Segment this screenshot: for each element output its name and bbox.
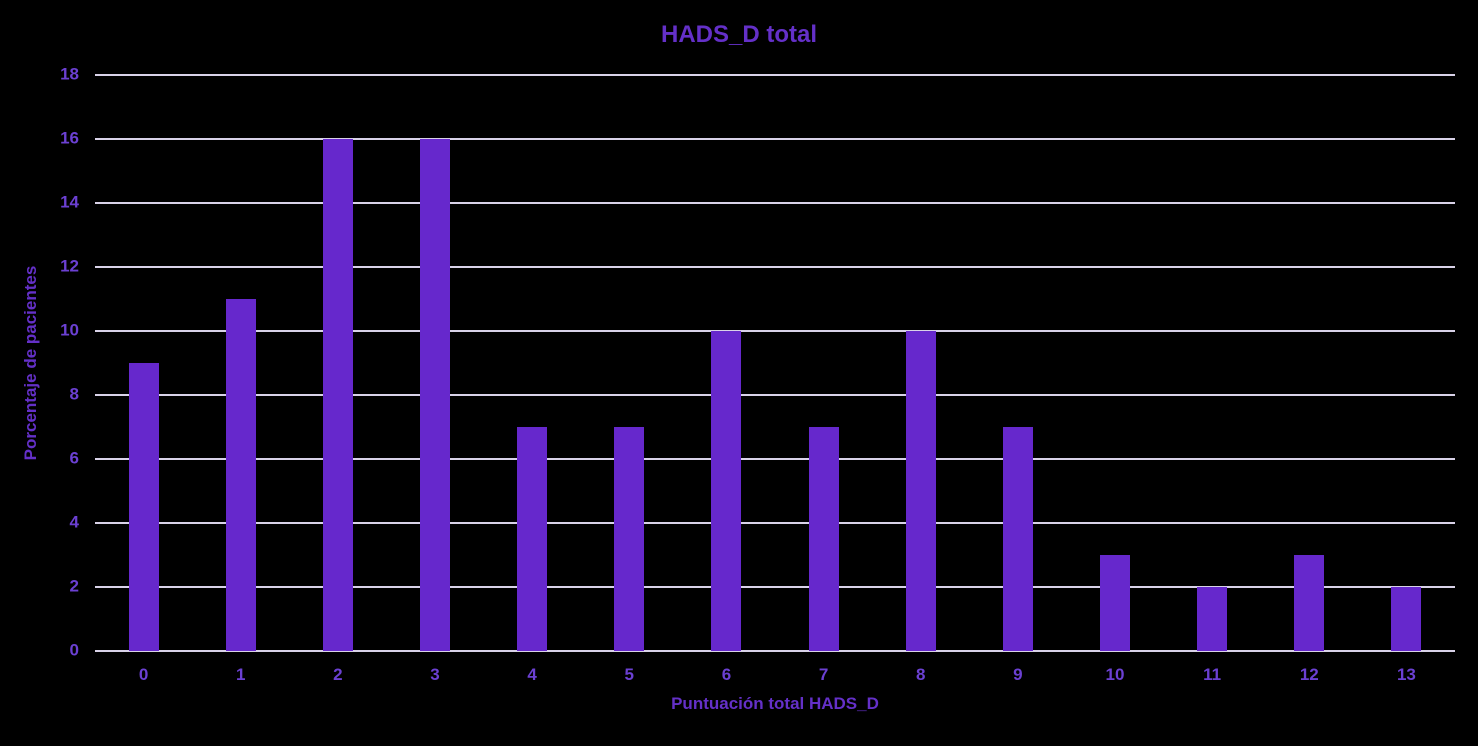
bar-7 xyxy=(808,427,839,651)
x-axis-title: Puntuación total HADS_D xyxy=(671,694,879,713)
bar-8 xyxy=(905,331,936,651)
gridline-y-18 xyxy=(95,74,1455,76)
bar-0 xyxy=(128,363,159,651)
bar-6 xyxy=(711,331,742,651)
x-tick-label-7: 7 xyxy=(818,665,829,684)
x-axis-ticks: 0 1 2 3 4 5 6 7 8 9 10 11 12 13 xyxy=(95,665,1455,689)
gridline-y-14 xyxy=(95,201,1455,204)
y-tick-label-18: 18 xyxy=(60,64,79,84)
bar-1 xyxy=(225,299,256,651)
y-tick-label-12: 12 xyxy=(60,256,79,276)
bar-3 xyxy=(420,139,450,651)
x-tick-label-2: 2 xyxy=(333,665,343,684)
x-tick-label-4: 4 xyxy=(527,665,537,684)
x-tick-label-5: 5 xyxy=(624,665,635,684)
gridline-y-2 xyxy=(95,585,1455,588)
x-tick-label-0: 0 xyxy=(138,665,149,684)
y-axis-ticks: 0 2 4 6 8 10 12 14 16 18 xyxy=(0,65,85,660)
gridline-y-6 xyxy=(95,457,1455,460)
y-tick-label-4: 4 xyxy=(69,512,79,532)
x-tick-label-9: 9 xyxy=(1013,665,1023,684)
x-tick-label-8: 8 xyxy=(915,665,926,684)
y-tick-label-10: 10 xyxy=(60,320,79,340)
bar-13 xyxy=(1391,587,1422,651)
y-tick-label-6: 6 xyxy=(69,448,79,468)
x-tick-label-3: 3 xyxy=(430,665,440,684)
y-tick-label-0: 0 xyxy=(69,640,79,660)
x-tick-label-6: 6 xyxy=(721,665,732,684)
gridline-y-16 xyxy=(95,137,1455,140)
bar-11 xyxy=(1197,587,1228,651)
y-tick-label-16: 16 xyxy=(60,128,79,148)
bar-2 xyxy=(322,139,353,651)
gridline-y-4 xyxy=(95,522,1455,524)
y-tick-label-8: 8 xyxy=(69,384,79,404)
y-tick-label-2: 2 xyxy=(69,576,79,596)
x-tick-label-11: 11 xyxy=(1203,665,1222,684)
y-tick-label-14: 14 xyxy=(60,192,79,212)
gridline-y-12 xyxy=(95,265,1455,268)
bar-5 xyxy=(614,427,645,651)
x-tick-label-13: 13 xyxy=(1396,665,1416,684)
bar-12 xyxy=(1294,555,1325,651)
x-tick-label-1: 1 xyxy=(235,665,246,684)
gridline-y-8 xyxy=(95,394,1455,396)
bar-10 xyxy=(1100,555,1130,651)
x-tick-label-12: 12 xyxy=(1299,665,1319,684)
x-tick-label-10: 10 xyxy=(1105,665,1125,684)
gridlines xyxy=(95,74,1455,652)
plot-area xyxy=(95,74,1455,652)
gridline-y-10 xyxy=(95,329,1455,332)
bars xyxy=(95,75,1455,651)
bar-4 xyxy=(517,427,548,651)
chart-title: HADS_D total xyxy=(660,21,817,48)
bar-9 xyxy=(1002,427,1033,651)
gridline-y-0 xyxy=(95,650,1455,652)
